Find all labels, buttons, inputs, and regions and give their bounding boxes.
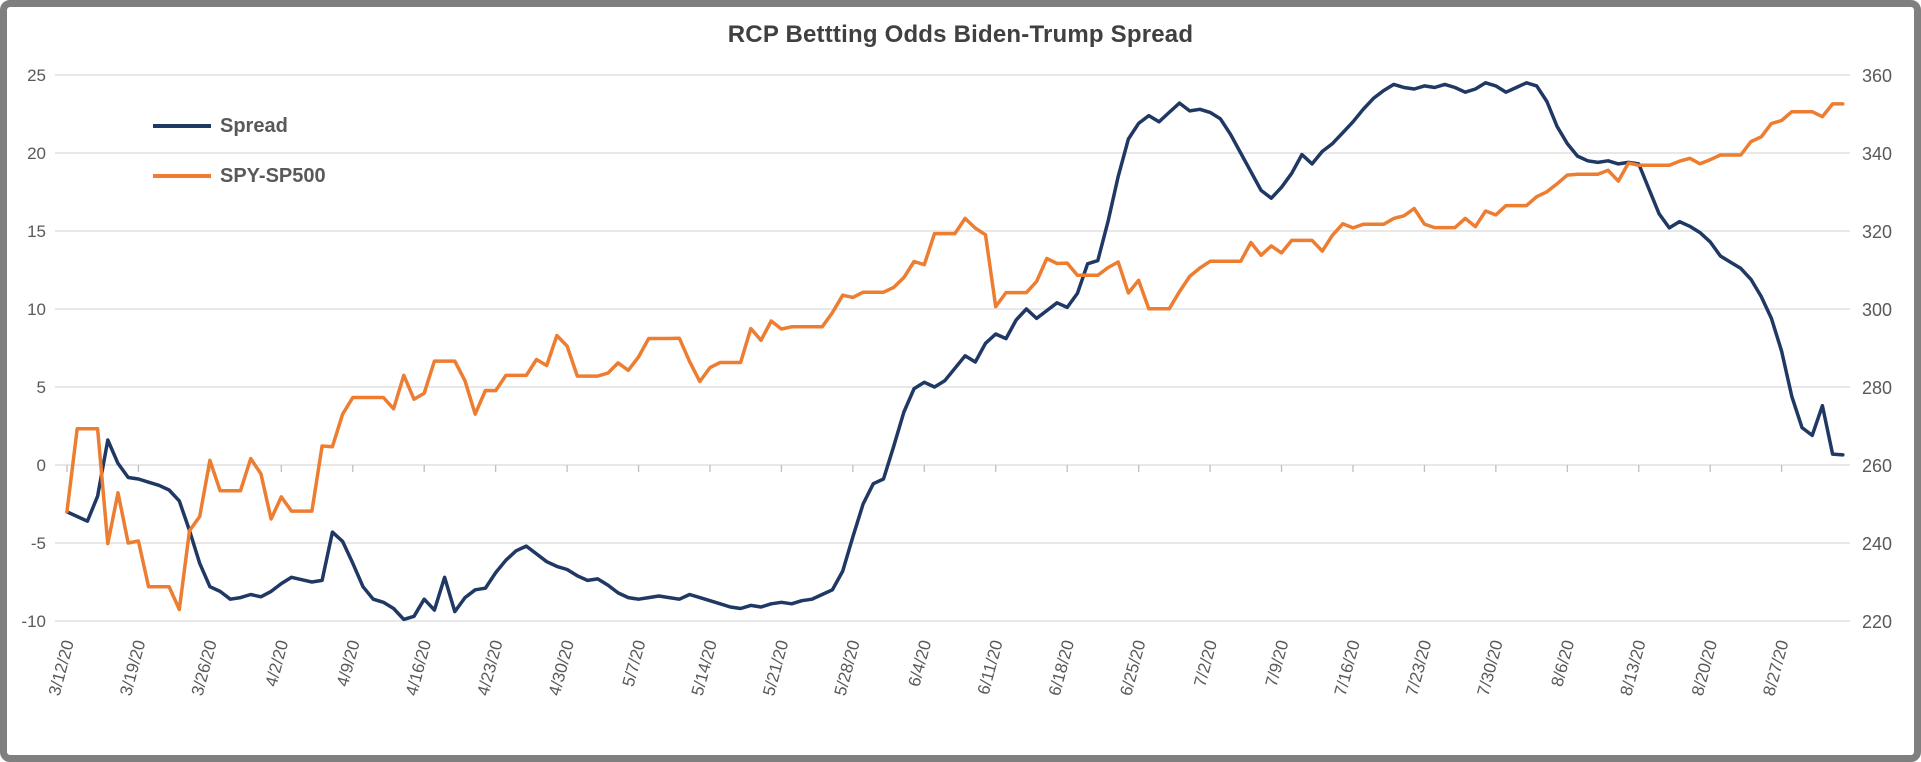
x-axis-date-label: 6/25/20 bbox=[1116, 638, 1149, 698]
x-axis-date-label: 5/14/20 bbox=[688, 638, 721, 698]
right-axis-tick-label: 220 bbox=[1862, 612, 1892, 632]
x-axis-date-label: 4/23/20 bbox=[473, 638, 506, 698]
x-axis-date-label: 7/9/20 bbox=[1262, 638, 1293, 689]
right-axis-tick-label: 260 bbox=[1862, 456, 1892, 476]
chart-title: RCP Bettting Odds Biden-Trump Spread bbox=[727, 21, 1194, 48]
left-axis-tick-label: 20 bbox=[27, 144, 46, 163]
x-axis-date-label: 4/9/20 bbox=[333, 638, 364, 689]
spy-sp500-line-swatch-icon bbox=[153, 174, 211, 178]
x-axis-date-label: 6/18/20 bbox=[1045, 638, 1078, 698]
x-axis-date-label: 8/6/20 bbox=[1548, 638, 1579, 689]
x-axis-date-label: 3/19/20 bbox=[116, 638, 149, 698]
right-axis-tick-label: 340 bbox=[1862, 144, 1892, 164]
legend-label-spread: Spread bbox=[220, 114, 288, 137]
x-axis-date-label: 4/16/20 bbox=[402, 638, 435, 698]
legend-label-spy-sp500: SPY-SP500 bbox=[220, 164, 326, 187]
right-axis-tick-label: 280 bbox=[1862, 378, 1892, 398]
x-axis-date-label: 8/13/20 bbox=[1617, 638, 1650, 698]
x-axis-date-label: 4/2/20 bbox=[262, 638, 293, 689]
left-axis-tick-label: -5 bbox=[31, 534, 46, 553]
spread-line-swatch-icon bbox=[153, 124, 211, 128]
x-axis-date-label: 8/20/20 bbox=[1688, 638, 1721, 698]
chart-legend: Spread SPY-SP500 bbox=[153, 101, 326, 201]
x-axis-date-label: 5/28/20 bbox=[831, 638, 864, 698]
x-axis-date-label: 6/4/20 bbox=[905, 638, 936, 689]
spread-line-series bbox=[65, 81, 1845, 622]
x-axis-date-label: 8/27/20 bbox=[1759, 638, 1792, 698]
x-axis-date-label: 7/23/20 bbox=[1402, 638, 1435, 698]
right-axis-tick-label: 360 bbox=[1862, 66, 1892, 86]
right-axis-tick-label: 320 bbox=[1862, 222, 1892, 242]
right-axis-tick-label: 240 bbox=[1862, 534, 1892, 554]
x-axis-date-label: 3/26/20 bbox=[188, 638, 221, 698]
spy-sp500-line-series bbox=[65, 102, 1845, 612]
legend-item-spread[interactable]: Spread bbox=[153, 101, 326, 151]
legend-item-spy-sp500[interactable]: SPY-SP500 bbox=[153, 151, 326, 201]
x-axis-date-label: 7/16/20 bbox=[1331, 638, 1364, 698]
x-axis-date-label: 5/21/20 bbox=[759, 638, 792, 698]
left-axis-tick-label: 0 bbox=[37, 456, 46, 475]
x-axis-date-label: 5/7/20 bbox=[619, 638, 650, 689]
x-axis-date-label: 7/30/20 bbox=[1474, 638, 1507, 698]
left-axis-tick-label: 5 bbox=[37, 378, 46, 397]
left-axis-tick-label: 15 bbox=[27, 222, 46, 241]
left-axis-tick-label: 10 bbox=[27, 300, 46, 319]
left-axis-tick-label: 25 bbox=[27, 66, 46, 85]
x-axis-date-label: 6/11/20 bbox=[974, 638, 1007, 696]
x-axis-date-label: 3/12/20 bbox=[45, 638, 78, 698]
x-axis-date-label: 7/2/20 bbox=[1190, 638, 1221, 689]
x-axis-date-label: 4/30/20 bbox=[545, 638, 578, 698]
right-axis-tick-label: 300 bbox=[1862, 300, 1892, 320]
left-axis-tick-label: -10 bbox=[21, 612, 46, 631]
